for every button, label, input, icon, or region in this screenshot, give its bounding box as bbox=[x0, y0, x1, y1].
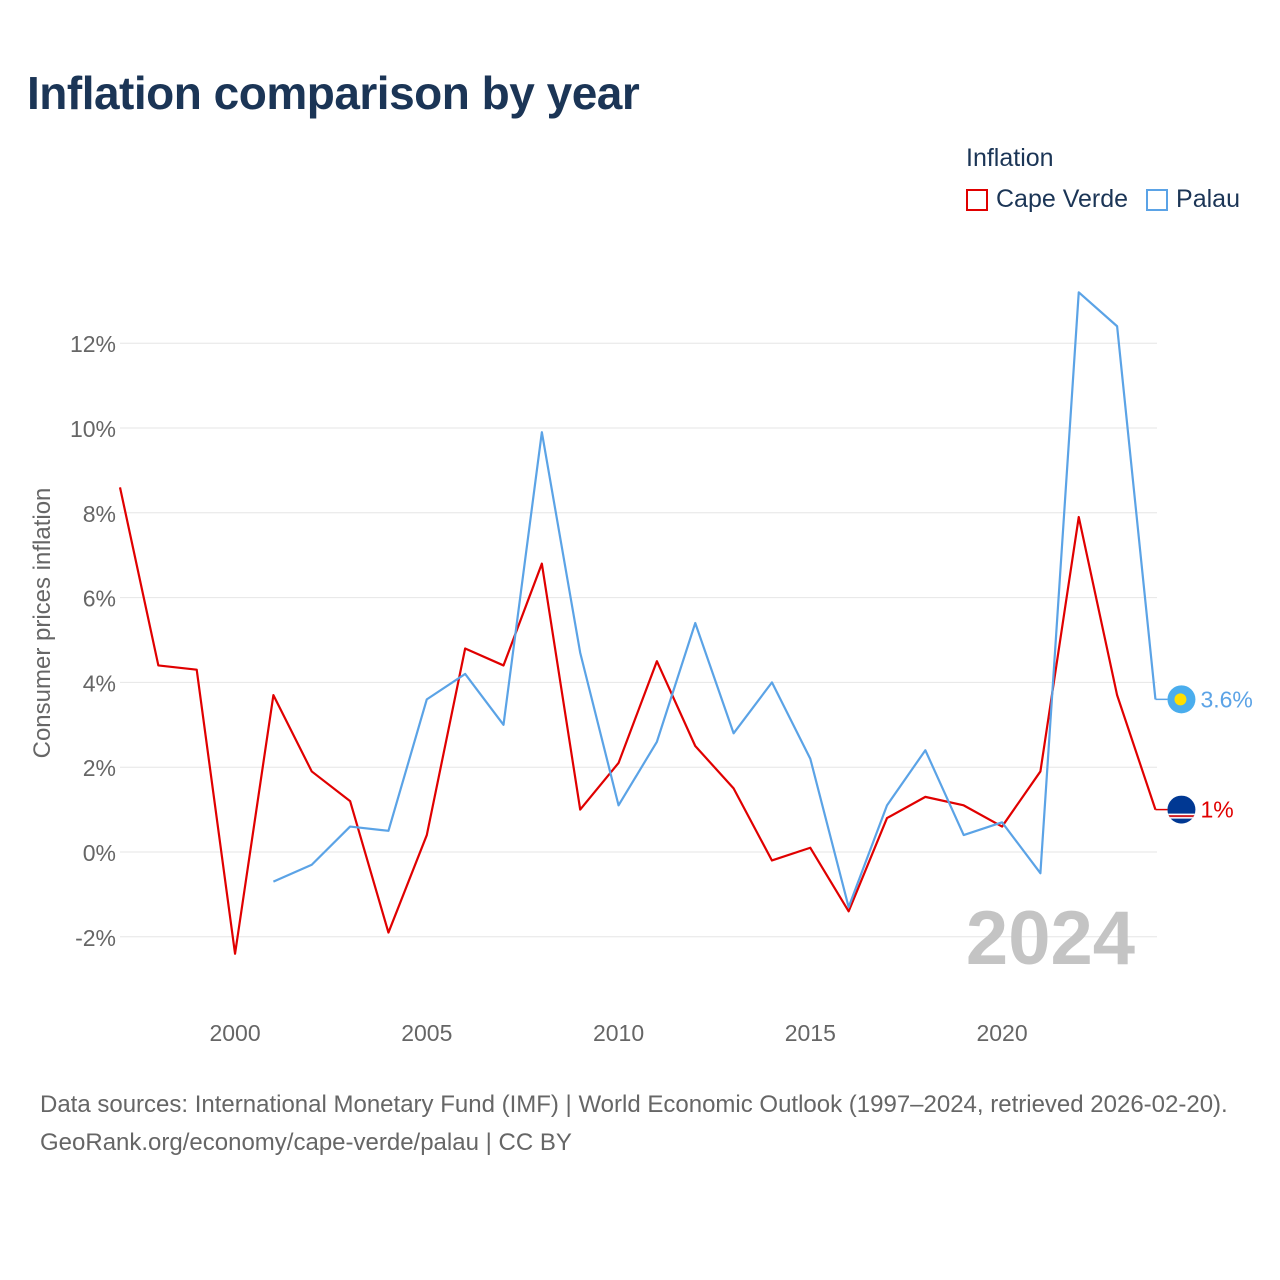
series-line-palau bbox=[272, 291, 1157, 909]
cape-verde-flag-icon bbox=[1167, 795, 1196, 824]
y-tick-label: 2% bbox=[83, 755, 116, 781]
y-axis-label: Consumer prices inflation bbox=[29, 488, 56, 759]
x-tick-label: 2015 bbox=[785, 1020, 836, 1046]
series-lines bbox=[118, 291, 1157, 955]
year-watermark: 2024 bbox=[966, 896, 1135, 981]
chart-title: Inflation comparison by year bbox=[27, 67, 640, 119]
legend-swatch-cape-verde bbox=[966, 188, 988, 211]
series-line-cape-verde bbox=[118, 487, 1157, 955]
line-chart: -2% 0% 2% 4% 6% 8% 10% 12% 2000 2005 2010 2015 2020… bbox=[29, 291, 1253, 1046]
palau-flag-icon bbox=[1167, 685, 1196, 714]
x-axis-ticks: 2000 2005 2010 2015 2020 bbox=[209, 1020, 1027, 1046]
end-label-palau: 3.6% bbox=[1200, 686, 1252, 712]
legend-title: Inflation bbox=[966, 144, 1054, 172]
y-tick-label: 4% bbox=[83, 670, 116, 696]
legend-item-cape-verde[interactable]: Cape Verde bbox=[966, 185, 1128, 214]
legend: Inflation Cape Verde Palau bbox=[966, 144, 1258, 214]
footer: Data sources: International Monetary Fun… bbox=[40, 1086, 1250, 1162]
y-tick-label: 12% bbox=[70, 331, 116, 357]
legend-item-palau[interactable]: Palau bbox=[1146, 185, 1240, 214]
x-tick-label: 2005 bbox=[401, 1020, 452, 1046]
data-sources-text: Data sources: International Monetary Fun… bbox=[40, 1091, 1228, 1118]
legend-label-cape-verde: Cape Verde bbox=[996, 185, 1129, 213]
series-end-labels: 1% 3.6% bbox=[1155, 685, 1253, 824]
x-tick-label: 2020 bbox=[976, 1020, 1027, 1046]
legend-label-palau: Palau bbox=[1176, 185, 1240, 213]
grid-lines bbox=[120, 342, 1157, 938]
y-tick-label: -2% bbox=[75, 925, 116, 951]
legend-items: Cape Verde Palau bbox=[966, 185, 1258, 214]
y-tick-label: 8% bbox=[83, 501, 116, 527]
legend-swatch-palau bbox=[1146, 188, 1169, 211]
y-tick-label: 0% bbox=[83, 840, 116, 866]
x-tick-label: 2000 bbox=[209, 1020, 260, 1046]
y-tick-label: 6% bbox=[83, 586, 116, 612]
y-tick-label: 10% bbox=[70, 416, 116, 442]
attribution-link[interactable]: GeoRank.org/economy/cape-verde/palau | C… bbox=[40, 1129, 572, 1156]
x-tick-label: 2010 bbox=[593, 1020, 644, 1046]
y-axis-ticks: -2% 0% 2% 4% 6% 8% 10% 12% bbox=[70, 331, 116, 951]
end-label-cape-verde: 1% bbox=[1200, 797, 1233, 823]
